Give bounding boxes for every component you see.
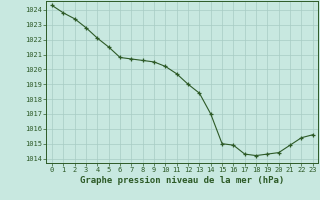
X-axis label: Graphe pression niveau de la mer (hPa): Graphe pression niveau de la mer (hPa) (80, 176, 284, 185)
